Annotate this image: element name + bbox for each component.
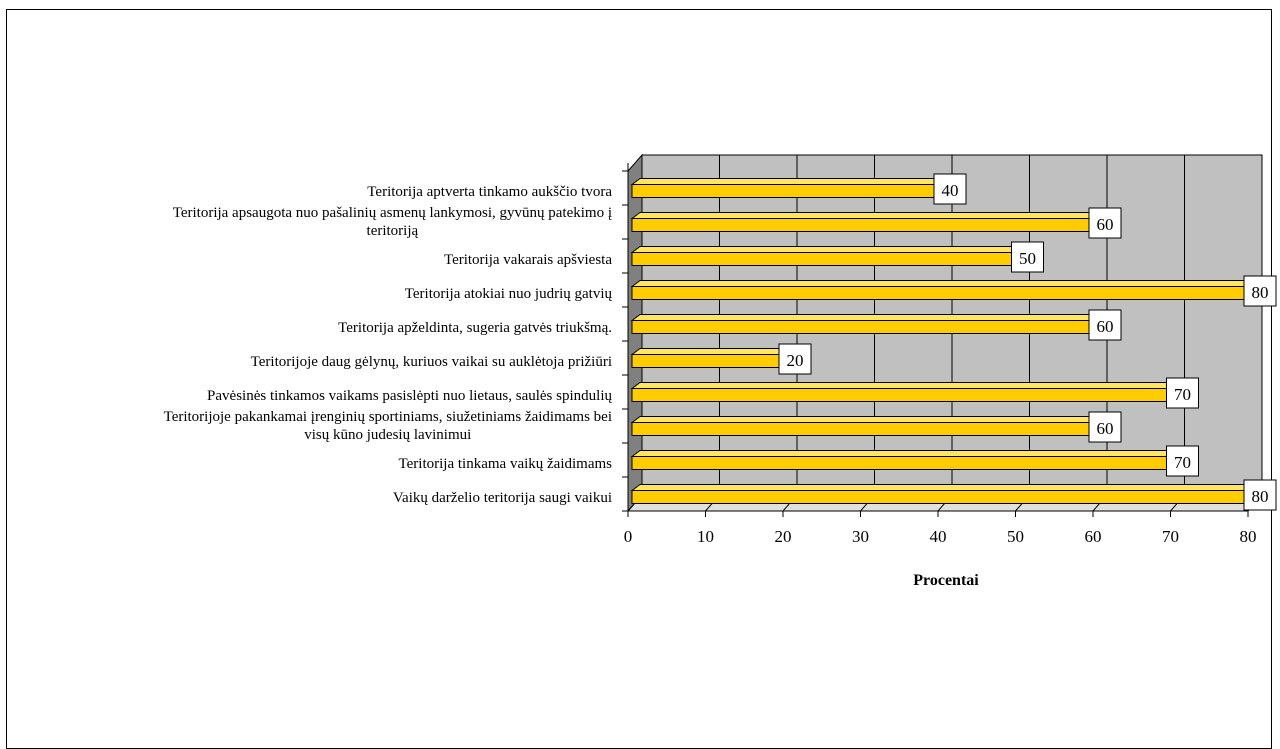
category-label: Teritorija apželdinta, sugeria gatvės tr… (338, 320, 612, 336)
category-label-line: Pavėsinės tinkamos vaikams pasislėpti nu… (207, 388, 612, 404)
bars (630, 177, 1258, 505)
data-label-text: 70 (1174, 453, 1191, 472)
data-label-text: 60 (1097, 419, 1114, 438)
data-label-box (1243, 479, 1277, 511)
category-label: Teritorijoje pakankamai įrenginių sporti… (164, 409, 612, 443)
data-label-box (1011, 241, 1044, 273)
data-label-text: 60 (1097, 317, 1114, 336)
data-labels: 80 70 60 70 20 60 80 50 60 40 (778, 173, 1277, 511)
bar-top (630, 178, 948, 185)
x-axis-title: Procentai (913, 572, 979, 589)
data-label-text: 70 (1174, 385, 1191, 404)
bar (630, 483, 1258, 505)
data-label: 50 (1011, 241, 1044, 273)
data-label: 80 (1243, 275, 1277, 307)
bar-front (631, 320, 1094, 334)
data-label-text: 50 (1019, 249, 1036, 268)
bar-front (631, 490, 1249, 504)
bar-top (630, 382, 1180, 389)
data-label: 60 (1088, 411, 1122, 443)
data-label-box (1088, 411, 1122, 443)
data-label-text: 40 (942, 181, 959, 200)
category-label-line: Teritorija atokiai nuo judrių gatvių (405, 286, 613, 302)
data-label-box (778, 343, 812, 375)
x-tick-label: 40 (930, 527, 947, 546)
data-label-box (1088, 309, 1122, 341)
bar-front (631, 388, 1171, 402)
data-label-box (1243, 275, 1277, 307)
bar-front (631, 184, 939, 198)
category-label: Teritorijoje daug gėlynų, kuriuos vaikai… (251, 354, 612, 370)
category-label-line: teritoriją (367, 223, 419, 239)
bar-front (631, 286, 1249, 300)
data-label-text: 60 (1097, 215, 1114, 234)
bar-top (630, 450, 1180, 457)
bar-top (630, 280, 1258, 287)
x-tick-label: 50 (1007, 527, 1024, 546)
bar (630, 347, 793, 369)
category-labels: Vaikų darželio teritorija saugi vaikui Te… (164, 184, 613, 506)
category-label: Teritorija atokiai nuo judrių gatvių (405, 286, 613, 302)
category-label-line: Teritorija apželdinta, sugeria gatvės tr… (338, 320, 612, 336)
category-label-line: Teritorija tinkama vaikų žaidimams (399, 456, 613, 472)
bar (630, 279, 1258, 301)
data-label: 40 (933, 173, 967, 205)
x-tick-label: 0 (624, 527, 633, 546)
bar-top (630, 416, 1103, 423)
data-label: 70 (1166, 445, 1199, 477)
x-tick-label: 70 (1162, 527, 1179, 546)
axes (622, 163, 1249, 517)
bar-top (630, 484, 1258, 491)
bar (630, 449, 1180, 471)
data-label-box (1088, 207, 1122, 239)
bar (630, 245, 1025, 267)
category-label-line: Teritorija aptverta tinkamo aukščio tvor… (367, 184, 612, 200)
category-label: Teritorija aptverta tinkamo aukščio tvor… (367, 184, 612, 200)
data-label-text: 80 (1252, 487, 1269, 506)
category-label: Teritorija vakarais apšviesta (444, 252, 612, 268)
category-label: Teritorija tinkama vaikų žaidimams (399, 456, 613, 472)
bar-top (630, 246, 1025, 253)
bar-chart: Vaikų darželio teritorija saugi vaikui Te… (164, 153, 1277, 589)
bar-top (630, 314, 1103, 321)
x-tick-label: 10 (697, 527, 714, 546)
bar-front (631, 456, 1171, 470)
category-label-line: Teritorija vakarais apšviesta (444, 252, 612, 268)
x-tick-label: 80 (1240, 527, 1257, 546)
data-label-text: 80 (1252, 283, 1269, 302)
x-tick-label: 20 (775, 527, 792, 546)
category-label-line: Teritorija apsaugota nuo pašalinių asmen… (173, 205, 612, 221)
category-label-line: Teritorijoje pakankamai įrenginių sporti… (164, 409, 612, 425)
x-tick-label: 30 (852, 527, 869, 546)
bar (630, 211, 1103, 233)
bar-top (630, 212, 1103, 219)
bar-front (631, 354, 784, 368)
category-label: Teritorija apsaugota nuo pašalinių asmen… (173, 205, 612, 239)
tick-labels: 0 10 20 30 40 50 60 70 80 (624, 527, 1257, 546)
category-label: Vaikų darželio teritorija saugi vaikui (393, 490, 612, 506)
data-label: 70 (1166, 377, 1199, 409)
bar-front (631, 218, 1094, 232)
data-label: 20 (778, 343, 812, 375)
category-label-line: Teritorijoje daug gėlynų, kuriuos vaikai… (251, 354, 612, 370)
bar (630, 313, 1103, 335)
data-label-box (933, 173, 967, 205)
category-label-line: Vaikų darželio teritorija saugi vaikui (393, 490, 612, 506)
data-label: 80 (1243, 479, 1277, 511)
bar (630, 415, 1103, 437)
bar (630, 177, 948, 199)
data-label-box (1166, 377, 1199, 409)
data-label-box (1166, 445, 1199, 477)
data-label: 60 (1088, 309, 1122, 341)
bar (630, 381, 1180, 403)
category-label: Pavėsinės tinkamos vaikams pasislėpti nu… (207, 388, 612, 404)
bar-front (631, 422, 1094, 436)
data-label-text: 20 (787, 351, 804, 370)
x-tick-label: 60 (1085, 527, 1102, 546)
category-label-line: visų kūno judesių lavinimui (304, 427, 471, 443)
bar-top (630, 348, 793, 355)
bar-front (631, 252, 1016, 266)
data-label: 60 (1088, 207, 1122, 239)
